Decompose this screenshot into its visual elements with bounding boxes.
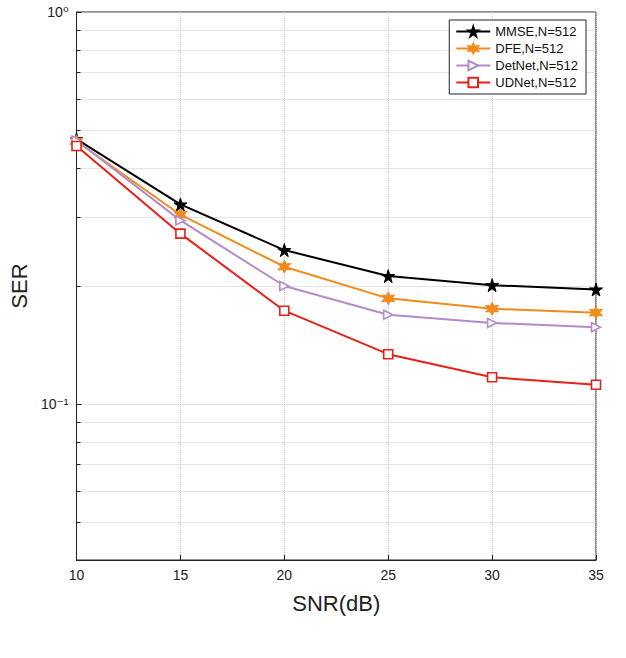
svg-text:10⁰: 10⁰ bbox=[47, 4, 69, 20]
svg-text:DFE,N=512: DFE,N=512 bbox=[495, 41, 563, 56]
svg-text:20: 20 bbox=[277, 567, 293, 583]
svg-text:15: 15 bbox=[173, 567, 189, 583]
svg-text:10: 10 bbox=[69, 567, 85, 583]
svg-text:25: 25 bbox=[380, 567, 396, 583]
svg-text:35: 35 bbox=[588, 567, 604, 583]
svg-text:UDNet,N=512: UDNet,N=512 bbox=[495, 75, 576, 90]
svg-text:MMSE,N=512: MMSE,N=512 bbox=[495, 24, 576, 39]
svg-text:30: 30 bbox=[484, 567, 500, 583]
svg-text:SNR(dB): SNR(dB) bbox=[292, 591, 380, 616]
svg-text:10⁻¹: 10⁻¹ bbox=[41, 396, 69, 412]
svg-text:SER: SER bbox=[7, 263, 32, 308]
svg-text:DetNet,N=512: DetNet,N=512 bbox=[495, 58, 578, 73]
